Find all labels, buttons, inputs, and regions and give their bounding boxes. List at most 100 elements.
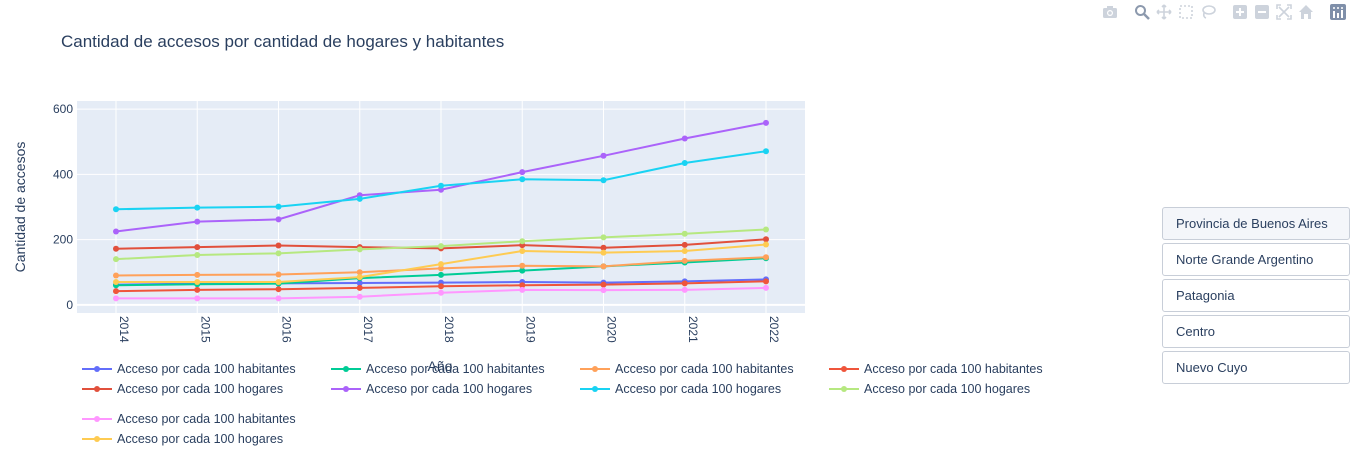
data-point[interactable] xyxy=(113,272,119,279)
data-point[interactable] xyxy=(519,238,526,245)
series-7[interactable] xyxy=(113,148,769,213)
data-point[interactable] xyxy=(519,267,526,274)
region-button[interactable]: Nuevo Cuyo xyxy=(1162,351,1350,384)
data-point[interactable] xyxy=(681,257,688,264)
data-point[interactable] xyxy=(600,234,607,241)
series-10[interactable] xyxy=(113,241,769,286)
series-8[interactable] xyxy=(113,226,769,263)
data-point[interactable] xyxy=(519,248,526,255)
data-point[interactable] xyxy=(275,242,282,249)
data-point[interactable] xyxy=(763,254,769,261)
series-4[interactable] xyxy=(113,278,769,295)
data-point[interactable] xyxy=(681,230,688,237)
data-point[interactable] xyxy=(356,293,363,300)
data-point[interactable] xyxy=(113,279,119,286)
data-point[interactable] xyxy=(600,281,607,288)
data-point[interactable] xyxy=(681,248,688,255)
data-point[interactable] xyxy=(194,218,201,225)
legend-item[interactable]: Acceso por cada 100 habitantes xyxy=(80,412,329,426)
data-point[interactable] xyxy=(438,265,444,272)
legend-item[interactable]: Acceso por cada 100 hogares xyxy=(329,382,578,396)
data-point[interactable] xyxy=(194,295,201,302)
series-6[interactable] xyxy=(113,119,769,235)
data-point[interactable] xyxy=(519,169,526,176)
reset-axes-icon[interactable] xyxy=(1295,2,1317,22)
region-button[interactable]: Patagonia xyxy=(1162,279,1350,312)
autoscale-icon[interactable] xyxy=(1273,2,1295,22)
region-button[interactable]: Provincia de Buenos Aires xyxy=(1162,207,1350,240)
lasso-icon[interactable] xyxy=(1197,2,1219,22)
camera-icon[interactable] xyxy=(1099,2,1121,22)
data-point[interactable] xyxy=(681,241,688,248)
data-point[interactable] xyxy=(275,203,282,210)
data-point[interactable] xyxy=(113,206,119,213)
series-9[interactable] xyxy=(113,284,769,302)
legend-item[interactable]: Acceso por cada 100 hogares xyxy=(80,432,329,446)
data-point[interactable] xyxy=(113,245,119,252)
data-point[interactable] xyxy=(763,278,769,285)
data-point[interactable] xyxy=(275,279,282,286)
data-point[interactable] xyxy=(194,279,201,286)
data-point[interactable] xyxy=(438,182,444,189)
data-point[interactable] xyxy=(681,135,688,142)
data-point[interactable] xyxy=(519,282,526,289)
data-point[interactable] xyxy=(763,148,769,155)
zoom-in-icon[interactable] xyxy=(1229,2,1251,22)
legend-item[interactable]: Acceso por cada 100 habitantes xyxy=(827,362,1076,376)
data-point[interactable] xyxy=(275,271,282,278)
data-point[interactable] xyxy=(681,280,688,287)
data-point[interactable] xyxy=(356,269,363,276)
data-point[interactable] xyxy=(194,271,201,278)
data-point[interactable] xyxy=(681,286,688,293)
data-point[interactable] xyxy=(275,250,282,257)
data-point[interactable] xyxy=(438,261,444,268)
data-point[interactable] xyxy=(519,286,526,293)
data-point[interactable] xyxy=(356,195,363,202)
data-point[interactable] xyxy=(763,284,769,291)
data-point[interactable] xyxy=(356,246,363,253)
data-point[interactable] xyxy=(519,176,526,183)
data-point[interactable] xyxy=(438,271,444,278)
series-3[interactable] xyxy=(113,254,769,279)
data-point[interactable] xyxy=(194,244,201,251)
box-select-icon[interactable] xyxy=(1175,2,1197,22)
data-point[interactable] xyxy=(438,243,444,250)
data-point[interactable] xyxy=(356,279,363,286)
legend-item[interactable]: Acceso por cada 100 habitantes xyxy=(578,362,827,376)
data-point[interactable] xyxy=(113,228,119,235)
data-point[interactable] xyxy=(275,286,282,293)
data-point[interactable] xyxy=(600,249,607,256)
legend-item[interactable]: Acceso por cada 100 hogares xyxy=(578,382,827,396)
legend-item[interactable]: Acceso por cada 100 hogares xyxy=(827,382,1076,396)
legend-item[interactable]: Acceso por cada 100 hogares xyxy=(80,382,329,396)
data-point[interactable] xyxy=(356,274,363,281)
data-point[interactable] xyxy=(194,286,201,293)
data-point[interactable] xyxy=(113,288,119,295)
data-point[interactable] xyxy=(763,236,769,243)
region-button[interactable]: Norte Grande Argentino xyxy=(1162,243,1350,276)
zoom-out-icon[interactable] xyxy=(1251,2,1273,22)
data-point[interactable] xyxy=(356,284,363,291)
data-point[interactable] xyxy=(194,251,201,258)
legend-item[interactable]: Acceso por cada 100 habitantes xyxy=(329,362,578,376)
data-point[interactable] xyxy=(600,152,607,159)
data-point[interactable] xyxy=(275,216,282,223)
data-point[interactable] xyxy=(519,262,526,269)
pan-icon[interactable] xyxy=(1153,2,1175,22)
data-point[interactable] xyxy=(600,244,607,251)
data-point[interactable] xyxy=(275,295,282,302)
data-point[interactable] xyxy=(113,256,119,263)
data-point[interactable] xyxy=(763,226,769,233)
data-point[interactable] xyxy=(194,204,201,211)
data-point[interactable] xyxy=(763,119,769,126)
region-button[interactable]: Centro xyxy=(1162,315,1350,348)
data-point[interactable] xyxy=(438,283,444,290)
plotly-logo-icon[interactable] xyxy=(1327,2,1349,22)
data-point[interactable] xyxy=(113,295,119,302)
legend-item[interactable]: Acceso por cada 100 habitantes xyxy=(80,362,329,376)
data-point[interactable] xyxy=(600,287,607,294)
data-point[interactable] xyxy=(600,263,607,270)
zoom-icon[interactable] xyxy=(1131,2,1153,22)
data-point[interactable] xyxy=(438,289,444,296)
data-point[interactable] xyxy=(763,241,769,248)
